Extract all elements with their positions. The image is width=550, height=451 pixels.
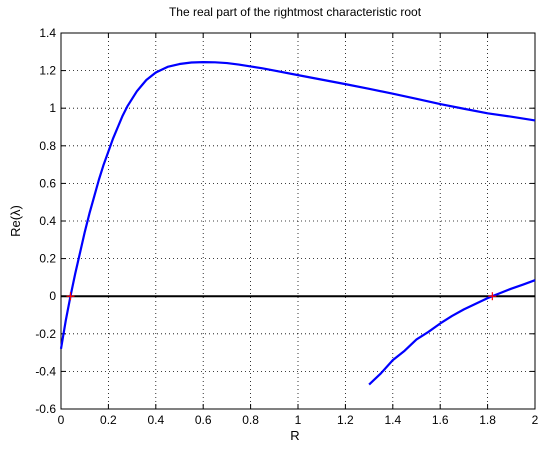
x-tick-label: 1.8 xyxy=(479,413,496,427)
tick-labels: 0 0.2 0.4 0.6 0.8 1 1.2 1.4 1.6 1.8 2 -0.6 -0.4 -0.2 0… xyxy=(35,26,538,427)
x-tick-label: 0.4 xyxy=(147,413,164,427)
x-axis-label: R xyxy=(290,428,299,443)
x-tick-label: 2 xyxy=(532,413,539,427)
y-tick-label: -0.6 xyxy=(35,402,56,416)
y-tick-label: 0.4 xyxy=(39,214,56,228)
y-axis-label: Re(λ) xyxy=(8,205,23,237)
y-tick-label: 1.2 xyxy=(39,64,56,78)
y-tick-label: 0.2 xyxy=(39,252,56,266)
series-line-2 xyxy=(368,279,536,386)
x-tick-label: 0.2 xyxy=(100,413,117,427)
x-tick-label: 1.4 xyxy=(384,413,401,427)
x-tick-label: 0.8 xyxy=(242,413,259,427)
markers xyxy=(66,292,497,301)
y-tick-label: 0.8 xyxy=(39,139,56,153)
x-tick-label: 0.6 xyxy=(195,413,212,427)
zero-crossing-marker xyxy=(488,292,497,301)
data-series xyxy=(59,61,536,386)
x-tick-label: 1.2 xyxy=(337,413,354,427)
y-tick-label: 0.6 xyxy=(39,176,56,190)
y-tick-label: -0.2 xyxy=(35,327,56,341)
y-tick-label: 1 xyxy=(49,101,56,115)
y-tick-label: 1.4 xyxy=(39,26,56,40)
axes xyxy=(60,32,536,410)
y-tick-label: 0 xyxy=(49,289,56,303)
zero-crossing-marker xyxy=(66,292,75,301)
y-tick-label: -0.4 xyxy=(35,364,56,378)
x-tick-label: 1.6 xyxy=(432,413,449,427)
chart-title: The real part of the rightmost character… xyxy=(169,5,422,19)
x-tick-label: 0 xyxy=(58,413,65,427)
x-tick-label: 1 xyxy=(295,413,302,427)
series-line-1 xyxy=(59,61,536,350)
